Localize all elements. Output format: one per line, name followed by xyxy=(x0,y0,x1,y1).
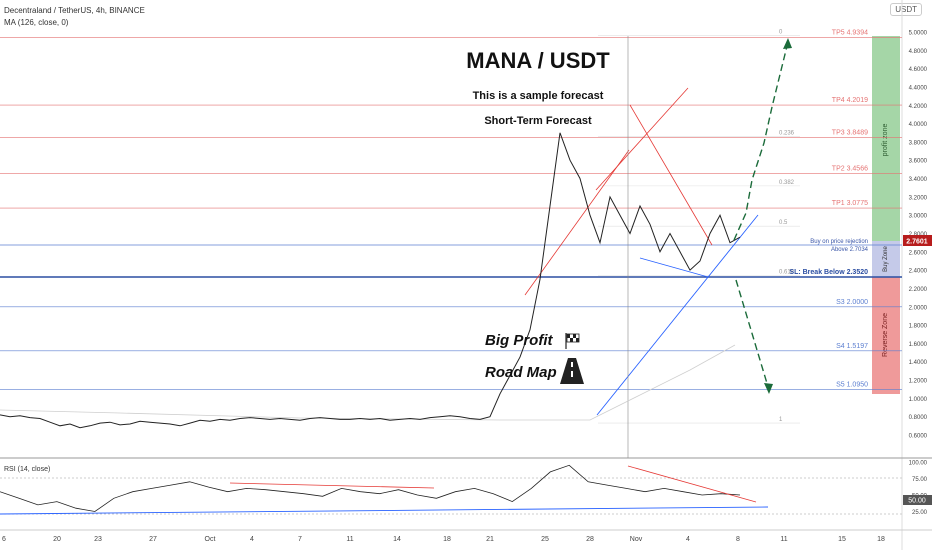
time-tick-label: 23 xyxy=(94,536,102,543)
price-tick-label: 1.0000 xyxy=(909,397,928,403)
time-tick-label: 4 xyxy=(250,536,254,543)
fib-label: 0.5 xyxy=(779,220,788,226)
rsi-tick-label: 25.00 xyxy=(912,510,928,516)
time-tick-label: Oct xyxy=(205,536,216,543)
buy-rejection-label: Buy on price rejection xyxy=(810,239,868,245)
above-label: Above 2.7034 xyxy=(831,247,869,253)
time-tick-label: 8 xyxy=(736,536,740,543)
price-tick-label: 0.6000 xyxy=(909,434,928,440)
arrow-up-head-icon xyxy=(783,38,792,49)
price-tick-label: 3.2000 xyxy=(909,195,928,201)
fib-label: 0.382 xyxy=(779,180,795,186)
time-tick-label: 6 xyxy=(2,536,6,543)
time-tick-label: 15 xyxy=(838,536,846,543)
reverse-zone xyxy=(872,277,900,394)
current-price-tag xyxy=(903,235,932,246)
pair-title: MANA / USDT xyxy=(466,48,610,73)
forecast-arrow-down xyxy=(735,279,770,391)
level-label-tp: TP5 4.9394 xyxy=(832,30,868,37)
time-tick-label: 14 xyxy=(393,536,401,543)
price-tick-label: 1.8000 xyxy=(909,324,928,330)
rsi-current-label: 50.00 xyxy=(908,498,926,505)
price-tick-label: 1.2000 xyxy=(909,379,928,385)
time-tick-label: 11 xyxy=(346,536,353,543)
price-tick-label: 1.4000 xyxy=(909,360,928,366)
blue-support-line xyxy=(596,214,759,416)
level-label-s: S5 1.0950 xyxy=(836,382,868,389)
profit-zone-label: profit zone xyxy=(882,124,889,157)
currency-button[interactable]: USDT xyxy=(890,3,922,16)
price-tick-label: 3.4000 xyxy=(909,177,928,183)
price-tick-label: 2.2000 xyxy=(909,287,928,293)
level-label-s: S3 2.0000 xyxy=(836,299,868,306)
time-tick-label: 25 xyxy=(541,536,549,543)
time-tick-label: 27 xyxy=(149,536,157,543)
fib-label: 1 xyxy=(779,417,783,423)
price-tick-label: 2.4000 xyxy=(909,269,928,275)
sl-label: SL: Break Below 2.3520 xyxy=(789,269,868,276)
ma-indicator-label: MA (126, close, 0) xyxy=(4,18,69,27)
red-channel-line-lower xyxy=(524,149,630,296)
fib-label: 0 xyxy=(779,30,783,36)
price-series xyxy=(0,132,741,429)
arrow-down-head-icon xyxy=(764,383,773,394)
chart-title: Decentraland / TetherUS, 4h, BINANCE xyxy=(4,6,145,15)
rsi-support-line xyxy=(0,506,769,515)
price-tick-label: 4.8000 xyxy=(909,49,928,55)
road-map-label: Road Map xyxy=(485,364,557,381)
red-triangle-line xyxy=(629,104,713,246)
blue-lower-line xyxy=(639,257,709,278)
buy-zone-label: Buy Zone xyxy=(883,245,889,271)
rsi-current-tag xyxy=(903,495,932,505)
level-label-s: S4 1.5197 xyxy=(836,343,868,350)
rsi-label: RSI (14, close) xyxy=(4,466,50,473)
sample-forecast-note: This is a sample forecast xyxy=(473,90,604,102)
price-tick-label: 2.6000 xyxy=(909,250,928,256)
rsi-resistance-line xyxy=(229,482,435,489)
checkered-flag-icon xyxy=(565,333,580,349)
rsi-tick-label: 75.00 xyxy=(912,477,928,483)
profit-zone xyxy=(872,36,900,241)
level-label-tp: TP2 3.4566 xyxy=(832,165,868,172)
time-tick-label: Nov xyxy=(630,536,643,543)
rsi-tick-label: 100.00 xyxy=(909,461,928,467)
reverse-zone-label: Reverse Zone xyxy=(882,313,889,357)
price-tick-label: 2.0000 xyxy=(909,305,928,311)
rsi-resistance-line-2 xyxy=(627,465,757,503)
short-term-note: Short-Term Forecast xyxy=(484,115,592,127)
time-tick-label: 7 xyxy=(298,536,302,543)
rsi-series xyxy=(0,464,741,512)
big-profit-label: Big Profit xyxy=(485,332,553,349)
buy-zone xyxy=(872,241,900,277)
fib-label: 0.618 xyxy=(779,270,795,276)
price-tick-label: 5.0000 xyxy=(909,31,928,37)
price-tick-label: 4.2000 xyxy=(909,104,928,110)
price-tick-label: 3.8000 xyxy=(909,140,928,146)
red-channel-line-upper xyxy=(595,87,689,191)
price-tick-label: 4.6000 xyxy=(909,67,928,73)
price-tick-label: 3.0000 xyxy=(909,214,928,220)
ma-126-line xyxy=(0,344,736,421)
price-tick-label: 4.0000 xyxy=(909,122,928,128)
road-icon xyxy=(560,358,584,384)
time-tick-label: 21 xyxy=(486,536,494,543)
current-price-label: 2.7601 xyxy=(906,239,928,246)
level-label-tp: TP4 4.2019 xyxy=(832,97,868,104)
time-tick-label: 18 xyxy=(443,536,451,543)
level-label-tp: TP3 3.8489 xyxy=(832,129,868,136)
price-tick-label: 4.4000 xyxy=(909,85,928,91)
forecast-arrow-up xyxy=(733,41,789,241)
time-tick-label: 11 xyxy=(780,536,787,543)
time-tick-label: 20 xyxy=(53,536,61,543)
price-tick-label: 3.6000 xyxy=(909,159,928,165)
fib-label: 0.236 xyxy=(779,130,795,136)
price-tick-label: 1.6000 xyxy=(909,342,928,348)
price-tick-label: 0.8000 xyxy=(909,415,928,421)
level-label-tp: TP1 3.0775 xyxy=(832,200,868,207)
time-tick-label: 4 xyxy=(686,536,690,543)
time-tick-label: 18 xyxy=(877,536,885,543)
time-tick-label: 28 xyxy=(586,536,594,543)
